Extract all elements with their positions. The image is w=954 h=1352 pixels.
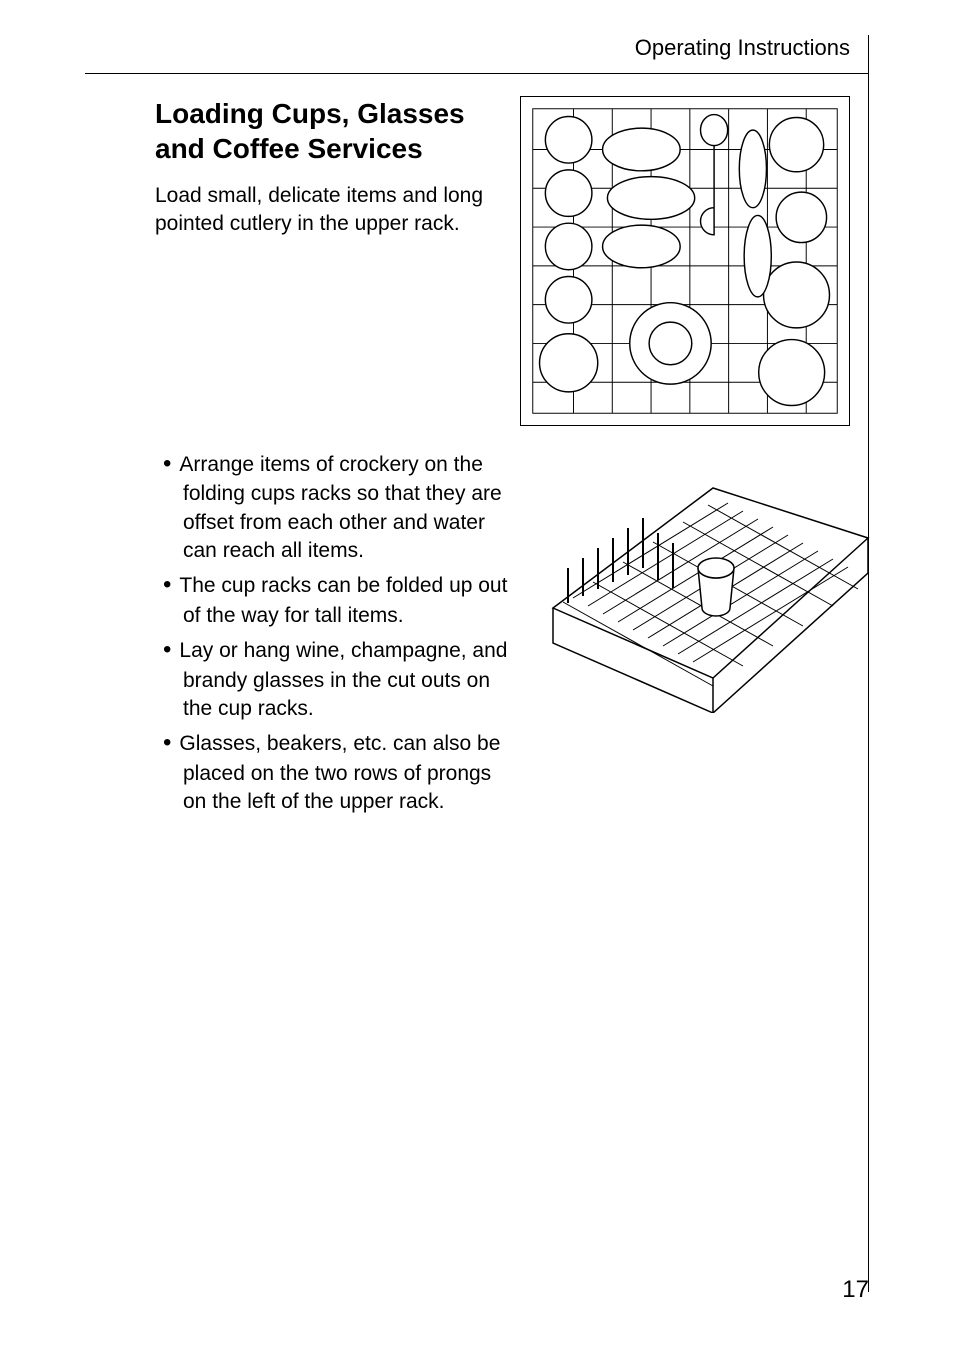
- page-content: Loading Cups, Glasses and Coffee Service…: [85, 74, 868, 820]
- page-number: 17: [842, 1276, 869, 1304]
- list-item: The cup racks can be folded up out of th…: [155, 569, 515, 630]
- bullets-row: Arrange items of crockery on the folding…: [155, 448, 868, 820]
- figure-upper-rack-loaded: [520, 96, 850, 426]
- list-item: Glasses, beakers, etc. can also be place…: [155, 727, 515, 816]
- page-heading: Loading Cups, Glasses and Coffee Service…: [155, 96, 500, 166]
- rack-top-view-icon: [525, 101, 845, 421]
- figure-1-column: [518, 96, 868, 426]
- running-header: Operating Instructions: [85, 35, 868, 74]
- section-name: Operating Instructions: [635, 35, 850, 60]
- rack-iso-view-icon: [533, 448, 878, 713]
- figure-2-column: [533, 448, 888, 820]
- page-frame: Operating Instructions Loading Cups, Gla…: [85, 35, 869, 1292]
- instruction-list: Arrange items of crockery on the folding…: [155, 448, 515, 816]
- intro-text-column: Loading Cups, Glasses and Coffee Service…: [155, 96, 500, 426]
- figure-upper-rack-empty: [533, 448, 878, 713]
- intro-paragraph: Load small, delicate items and long poin…: [155, 182, 500, 239]
- list-item: Arrange items of crockery on the folding…: [155, 448, 515, 565]
- intro-row: Loading Cups, Glasses and Coffee Service…: [155, 96, 868, 426]
- bullets-column: Arrange items of crockery on the folding…: [155, 448, 515, 820]
- list-item: Lay or hang wine, champagne, and brandy …: [155, 634, 515, 723]
